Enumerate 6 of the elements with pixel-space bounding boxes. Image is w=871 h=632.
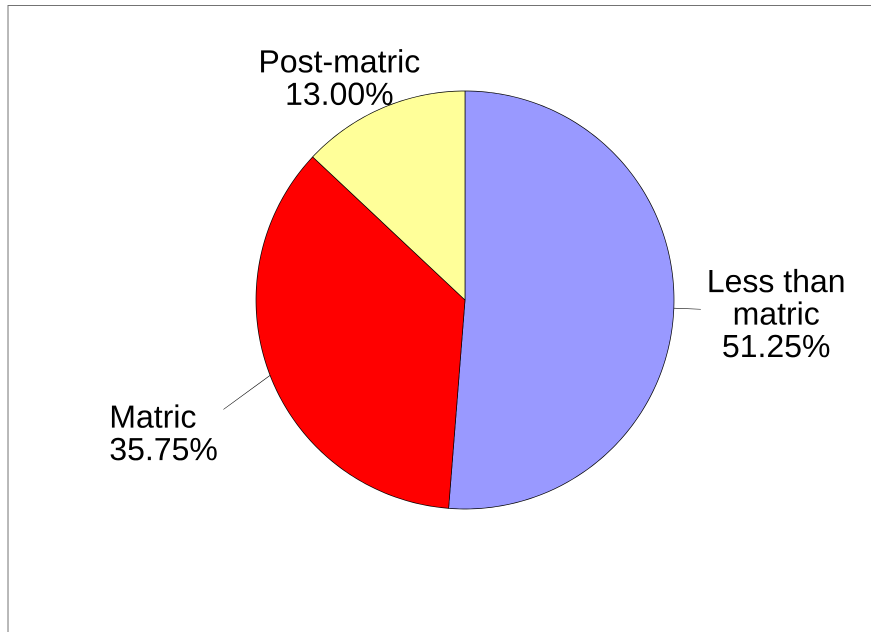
data-label: 13.00% <box>288 82 392 106</box>
slice-label: Post-matric <box>261 49 420 73</box>
slice-label: Less than matric <box>709 268 844 325</box>
data-label: 35.75% <box>110 438 217 460</box>
data-label: 51.25% <box>723 334 830 358</box>
slice-label: Matric <box>112 404 196 428</box>
